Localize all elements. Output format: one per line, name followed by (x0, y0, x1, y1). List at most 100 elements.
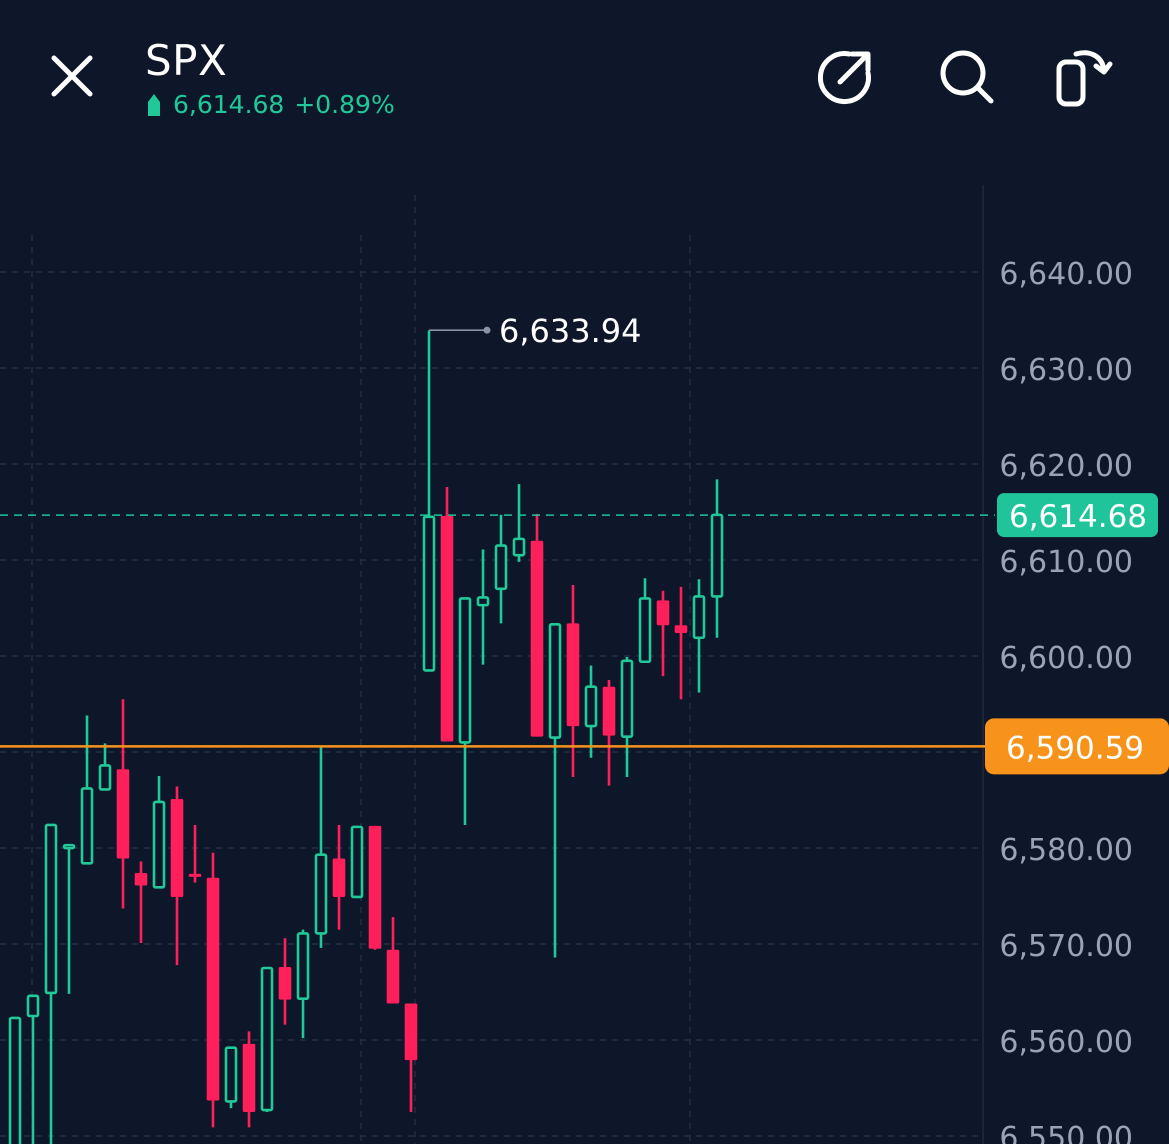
candle-up (224, 1046, 238, 1109)
rotate-screen-button[interactable] (1050, 44, 1114, 108)
y-tick-label: 6,630.00 (999, 353, 1133, 388)
candle-down (170, 786, 184, 966)
candle-body (350, 825, 364, 899)
candle-up (152, 776, 166, 889)
candle-down (116, 699, 130, 909)
close-button[interactable] (40, 44, 104, 108)
candle-body (170, 799, 184, 897)
candle-body (116, 769, 130, 859)
rotate-screen-icon (1056, 50, 1113, 107)
candle-up (710, 479, 724, 638)
y-tick-label: 6,560.00 (999, 1025, 1133, 1060)
reference-price-label: 6,590.59 (1006, 730, 1144, 766)
candle-up (8, 1016, 22, 1144)
candle-down (206, 852, 220, 1128)
candle-body (62, 843, 76, 850)
candle-body (620, 659, 634, 738)
candle-up (98, 743, 112, 791)
y-tick-label: 6,640.00 (999, 257, 1133, 292)
candle-up (296, 929, 310, 1039)
search-icon (940, 50, 994, 104)
high-marker-label: 6,633.94 (499, 312, 642, 350)
candle-up (692, 579, 706, 693)
candle-up (26, 994, 40, 1144)
candle-body (152, 800, 166, 889)
candle-down (278, 938, 292, 1025)
y-tick-label: 6,610.00 (999, 545, 1133, 580)
candle-body (602, 686, 616, 736)
candle-body (368, 825, 382, 949)
candle-up (350, 825, 364, 899)
candle-up (638, 578, 652, 664)
y-tick-label: 6,570.00 (999, 929, 1133, 964)
candle-body (98, 764, 112, 791)
candle-body (566, 623, 580, 727)
ticker-symbol: SPX (145, 36, 228, 85)
candle-body (26, 994, 40, 1018)
share-icon (817, 51, 871, 105)
candle-body (296, 932, 310, 1001)
candle-body (278, 967, 292, 1000)
top-bar: SPX 6,614.68 +0.89% (0, 0, 1169, 150)
candle-up (314, 747, 328, 948)
candle-body (134, 872, 148, 886)
candle-body (422, 515, 436, 672)
candle-body (512, 537, 526, 557)
candle-body (8, 1016, 22, 1144)
candle-body (638, 597, 652, 664)
candle-down (242, 1031, 256, 1128)
candle-body (404, 1003, 418, 1061)
candle-body (314, 853, 328, 935)
candle-up (584, 665, 598, 758)
candle-up (422, 330, 436, 672)
candle-down (404, 1003, 418, 1112)
candle-down (440, 487, 454, 742)
candle-down (530, 513, 544, 737)
candle-up (62, 843, 76, 994)
candle-body (494, 544, 508, 591)
candle-down (386, 917, 400, 1004)
reference-price-badge (985, 718, 1169, 775)
candle-body (692, 595, 706, 640)
candle-body (206, 877, 220, 1101)
search-button[interactable] (934, 44, 998, 108)
up-arrow-icon (147, 93, 161, 116)
y-tick-label: 6,600.00 (999, 641, 1133, 676)
quote-row: 6,614.68 +0.89% (147, 90, 395, 119)
last-price-label: 6,614.68 (1009, 499, 1147, 535)
high-marker-dot (483, 326, 491, 334)
candle-body (440, 515, 454, 742)
last-price: 6,614.68 (173, 90, 285, 119)
candle-up (620, 656, 634, 777)
candle-up (476, 549, 490, 665)
y-tick-label: 6,580.00 (999, 833, 1133, 868)
candle-body (44, 823, 58, 995)
candle-down (368, 825, 382, 950)
share-button[interactable] (814, 44, 878, 108)
candle-body (332, 858, 346, 897)
candle-down (332, 824, 346, 930)
candle-up (458, 597, 472, 825)
candle-up (44, 823, 58, 1144)
close-icon (51, 55, 93, 97)
candle-body (476, 596, 490, 607)
candle-body (458, 597, 472, 744)
candle-body (548, 623, 562, 739)
candle-down (674, 586, 688, 700)
candle-up (512, 484, 526, 562)
candle-body (530, 540, 544, 737)
candle-down (656, 590, 670, 677)
candle-up (548, 623, 562, 958)
candle-body (674, 625, 688, 633)
candle-body (584, 685, 598, 728)
candle-body (242, 1043, 256, 1112)
y-tick-label: 6,550.00 (999, 1121, 1133, 1144)
candle-body (656, 600, 670, 626)
candle-down (134, 861, 148, 944)
percent-change: +0.89% (294, 90, 395, 119)
candle-up (80, 715, 94, 865)
candle-body (710, 513, 724, 598)
candle-body (188, 873, 202, 877)
candle-body (224, 1046, 238, 1103)
